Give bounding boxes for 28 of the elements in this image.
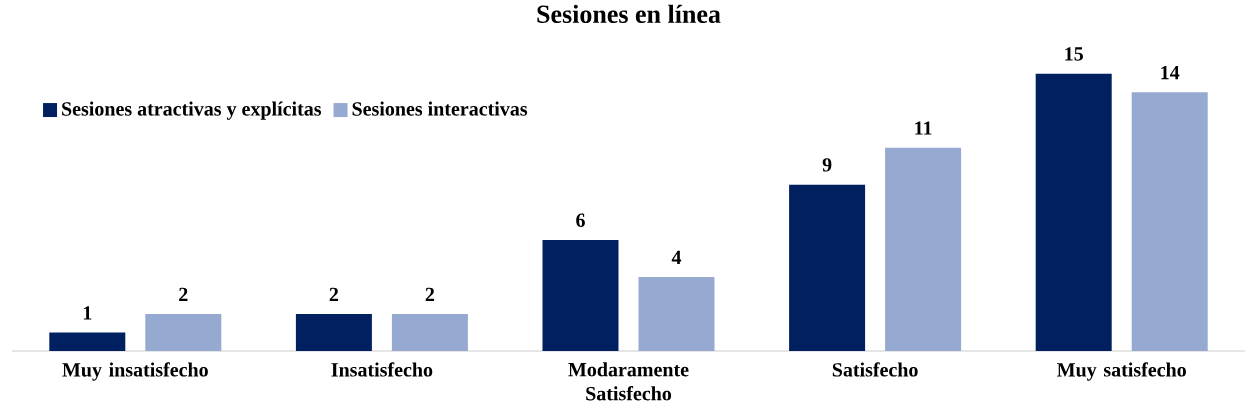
bar	[391, 314, 468, 351]
x-tick-label: Satisfecho	[832, 362, 918, 377]
data-label: 11	[915, 121, 932, 135]
data-label: 2	[425, 287, 435, 301]
x-tick-label: Modaramente Satisfecho	[568, 362, 689, 401]
bar	[638, 277, 715, 351]
data-label: 2	[329, 287, 339, 301]
x-tick-label: Insatisfecho	[331, 362, 433, 377]
data-label: 14	[1161, 65, 1180, 80]
bar	[49, 332, 126, 351]
bar	[145, 314, 222, 351]
bar	[542, 240, 619, 351]
bar	[295, 314, 372, 351]
data-label: 2	[179, 287, 188, 301]
x-tick-label: Muy insatisfecho	[62, 362, 208, 381]
data-label: 9	[822, 158, 832, 172]
data-label: 1	[83, 306, 92, 320]
bar	[1035, 73, 1112, 351]
bar	[1131, 92, 1208, 351]
data-label: 4	[671, 250, 682, 264]
legend-label: Sesiones atractivas y explícitas	[62, 101, 322, 120]
legend-label: Sesiones interactivas	[352, 101, 528, 116]
x-tick-label: Muy satisfecho	[1057, 362, 1186, 381]
chart-title: Sesiones en línea	[537, 4, 721, 23]
data-label: 6	[576, 213, 585, 228]
bar	[885, 147, 962, 351]
data-label: 15	[1065, 47, 1083, 61]
bar	[789, 184, 866, 351]
